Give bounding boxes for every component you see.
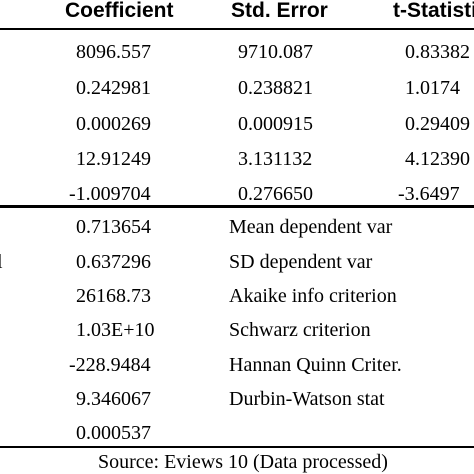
header-rule (0, 28, 474, 30)
header-std-error: Std. Error (231, 0, 328, 22)
t-stat-value: 0.83382 (405, 41, 470, 63)
stat-label: Hannan Quinn Criter. (229, 354, 402, 376)
std-error-value: 0.000915 (238, 113, 313, 135)
t-stat-value: -3.6497 (398, 183, 460, 205)
stat-value: 9.346067 (76, 388, 151, 410)
stat-label: Mean dependent var (229, 216, 393, 238)
t-stat-value: 0.29409 (405, 113, 470, 135)
std-error-value: 3.131132 (238, 148, 313, 170)
stat-value: 0.713654 (76, 216, 151, 238)
stat-label: SD dependent var (229, 251, 373, 273)
coef-value: 0.242981 (76, 77, 151, 99)
stat-label: Durbin-Watson stat (229, 388, 385, 410)
stat-row-mark: l (0, 250, 3, 274)
stat-label: Akaike info criterion (229, 285, 397, 307)
stat-label: Schwarz criterion (229, 319, 371, 341)
std-error-value: 9710.087 (238, 41, 313, 63)
coef-value: 0.000269 (76, 113, 151, 135)
stat-value: 26168.73 (76, 285, 151, 307)
stat-value: -228.9484 (69, 354, 151, 376)
header-t-statistic: t-Statistic (393, 0, 474, 22)
t-stat-value: 4.12390 (405, 148, 470, 170)
stat-value: 0.000537 (76, 422, 151, 444)
std-error-value: 0.276650 (238, 183, 313, 205)
coef-value: 8096.557 (76, 41, 151, 63)
section-double-rule (0, 205, 474, 208)
stat-value: 1.03E+10 (76, 319, 155, 341)
stat-value: 0.637296 (76, 251, 151, 273)
t-stat-value: 1.0174 (405, 77, 460, 99)
footer-rule (0, 446, 474, 448)
std-error-value: 0.238821 (238, 77, 313, 99)
coef-value: -1.009704 (69, 183, 151, 205)
header-coefficient: Coefficient (65, 0, 174, 22)
source-note: Source: Eviews 10 (Data processed) (98, 451, 388, 473)
coef-value: 12.91249 (76, 148, 151, 170)
